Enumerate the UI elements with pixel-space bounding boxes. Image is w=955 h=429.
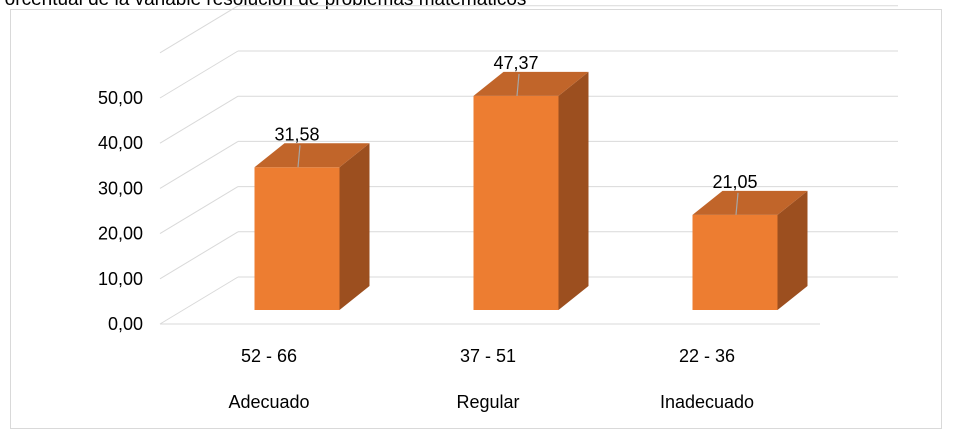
y-tick-label: 20,00: [98, 224, 143, 244]
x-level-label: Adecuado: [228, 392, 309, 412]
y-tick-label: 40,00: [98, 133, 143, 153]
label-leader: [516, 73, 520, 96]
y-tick-label: 0,00: [108, 314, 143, 334]
chart-title: Porcentual de la variable resolución de …: [0, 0, 790, 11]
x-category-label: 37 - 51: [460, 346, 516, 366]
data-labels: 31,58 47,37 21,05: [274, 53, 758, 215]
bar-side: [777, 190, 808, 310]
bar-top: [692, 190, 808, 215]
label-leader: [735, 192, 739, 215]
bar-top: [473, 71, 589, 96]
bar-top: [254, 143, 370, 168]
gridline-side: [159, 50, 239, 99]
y-tick-label: 50,00: [98, 88, 143, 108]
gridline-side: [159, 5, 239, 54]
bar-front: [473, 95, 559, 310]
x-level-label: Inadecuado: [660, 392, 754, 412]
gridline-side: [159, 231, 239, 280]
gridline-side: [159, 140, 239, 189]
bar: [692, 190, 808, 310]
x-level-label: Regular: [456, 392, 519, 412]
data-label: 21,05: [712, 172, 757, 192]
bar-side: [339, 143, 370, 310]
gridline-side: [159, 186, 239, 235]
bar: [254, 143, 370, 310]
x-category-label: 52 - 66: [241, 346, 297, 366]
y-tick-label: 30,00: [98, 178, 143, 198]
bar-chart-3d: 0,00 10,00 20,00 30,00 40,00 50,00 31,58 47,37…: [98, 5, 898, 412]
data-label: 31,58: [274, 124, 319, 144]
label-leader: [297, 145, 301, 168]
bars: [254, 71, 808, 310]
gridline-side: [159, 95, 239, 144]
bar: [473, 71, 589, 310]
y-tick-label: 10,00: [98, 269, 143, 289]
data-label: 47,37: [493, 53, 538, 73]
bar-front: [692, 214, 778, 310]
bar-front: [254, 167, 340, 310]
y-axis-ticks: 0,00 10,00 20,00 30,00 40,00 50,00: [98, 88, 143, 334]
x-category-label: 22 - 36: [679, 346, 735, 366]
gridline-side: [159, 276, 239, 325]
x-axis-categories: 52 - 66 Adecuado 37 - 51 Regular 22 - 36 Inad…: [228, 346, 754, 412]
bar-side: [558, 71, 589, 310]
